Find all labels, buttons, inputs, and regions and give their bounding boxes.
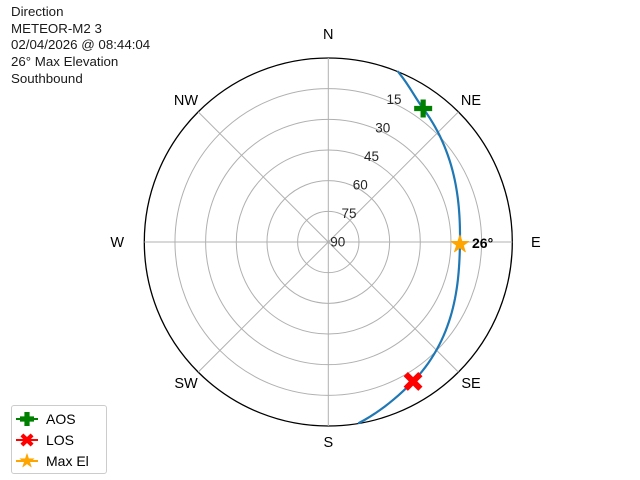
svg-text:15: 15 <box>387 92 402 107</box>
svg-text:W: W <box>110 235 124 251</box>
svg-text:E: E <box>531 235 541 251</box>
svg-text:NE: NE <box>461 93 481 109</box>
svg-text:N: N <box>323 27 333 43</box>
svg-text:26°: 26° <box>472 235 493 251</box>
svg-text:90: 90 <box>330 235 345 250</box>
svg-text:NW: NW <box>174 93 198 109</box>
svg-text:S: S <box>323 435 333 451</box>
svg-text:75: 75 <box>342 206 357 221</box>
svg-text:30: 30 <box>375 120 390 135</box>
svg-text:SE: SE <box>461 376 481 392</box>
svg-text:60: 60 <box>353 177 368 192</box>
svg-text:SW: SW <box>174 376 198 392</box>
svg-text:45: 45 <box>364 149 379 164</box>
